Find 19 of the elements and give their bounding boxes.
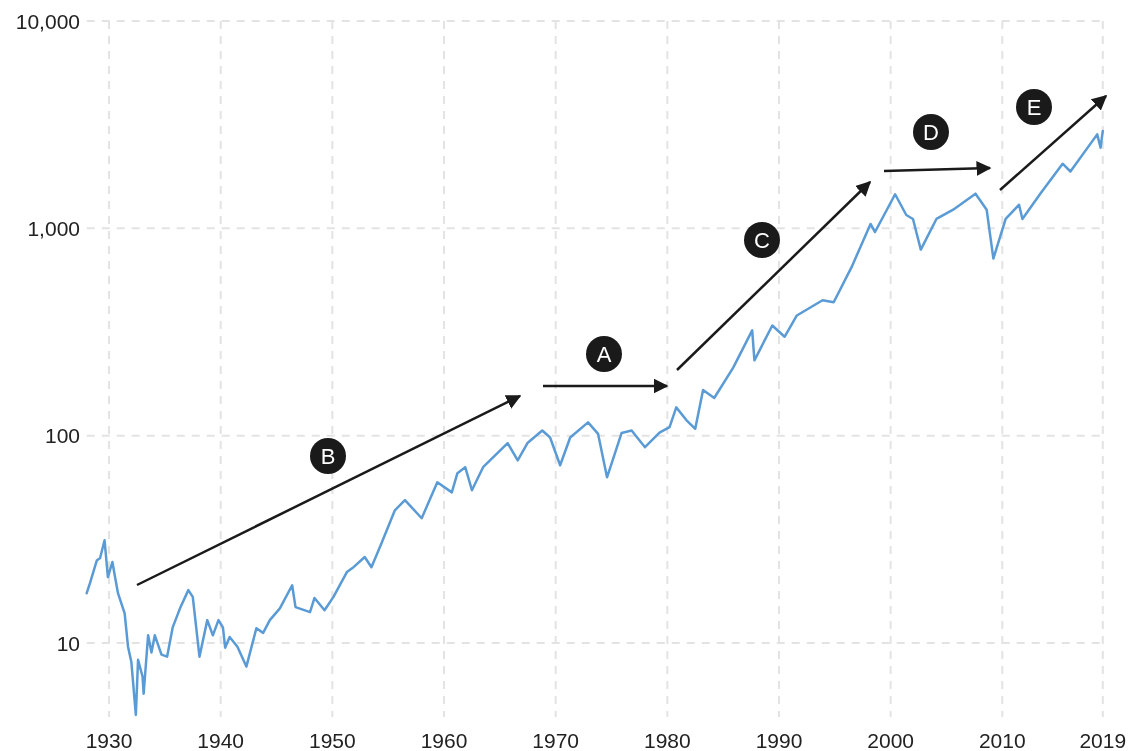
annotation: B (320, 443, 336, 469)
annotation: A (596, 341, 612, 367)
y-tick-label: 100 (44, 424, 80, 448)
x-tick-label: 1960 (420, 728, 468, 751)
y-tick-label: 10,000 (15, 9, 80, 33)
x-tick-label: 2019 (1079, 728, 1127, 751)
x-tick-label: 2000 (867, 728, 915, 751)
y-tick-label: 10 (56, 631, 80, 655)
annotation: E (1026, 94, 1042, 120)
x-tick-label: 1970 (532, 728, 580, 751)
x-tick-label: 1990 (755, 728, 803, 751)
x-tick-label: 1930 (85, 728, 133, 751)
x-tick-label: 1940 (197, 728, 245, 751)
annotation: C (754, 227, 771, 253)
x-tick-label: 1980 (643, 728, 691, 751)
x-tick-label: 1950 (308, 728, 356, 751)
x-tick-label: 2010 (978, 728, 1026, 751)
y-tick-label: 1,000 (27, 216, 80, 240)
annotation: D (923, 119, 939, 145)
